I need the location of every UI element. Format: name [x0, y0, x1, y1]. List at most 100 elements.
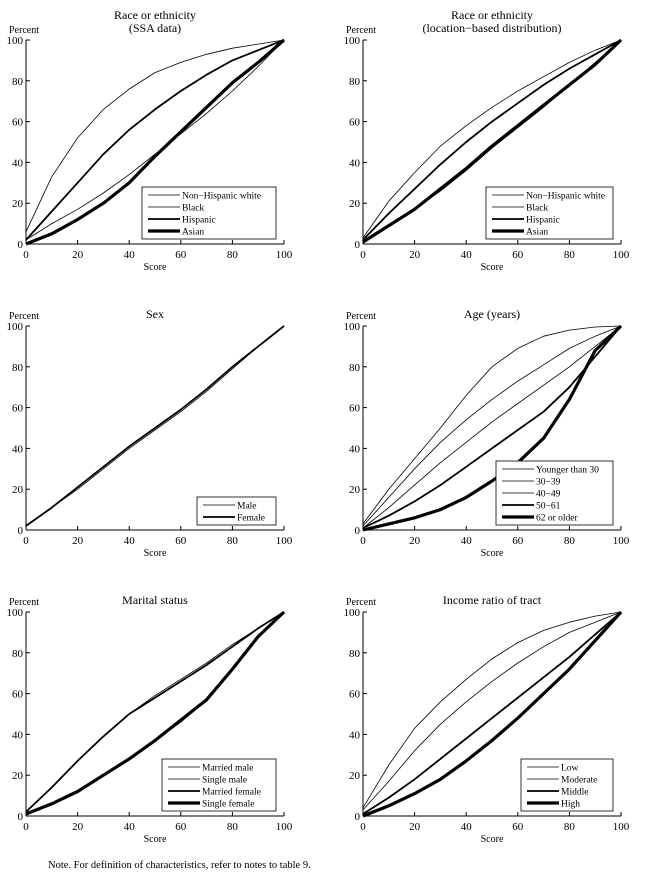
x-tick-label: 20: [409, 249, 421, 261]
figure-note: Note. For definition of characteristics,…: [48, 860, 311, 871]
series-line: [362, 39, 622, 241]
legend-label: Black: [182, 204, 204, 214]
legend: Male Female: [196, 496, 277, 526]
legend-label: Asian: [182, 228, 204, 238]
y-axis-label: Percent: [346, 597, 376, 608]
y-axis-label: Percent: [9, 311, 39, 322]
legend-label: Asian: [526, 228, 548, 238]
x-tick-label: 100: [613, 249, 630, 261]
legend: Non−Hispanic white Black Hispanic Asian: [485, 186, 614, 240]
y-tick-label: 0: [18, 811, 24, 823]
legend-label: 62 or older: [536, 514, 579, 524]
chart-title: Race or ethnicity: [451, 8, 533, 22]
chart-panel: Age (years) Percent 0 20 40 60 80 100 0 20 40 60 80 1…: [344, 307, 630, 559]
x-tick-label: 20: [409, 535, 421, 547]
x-tick-label: 40: [461, 249, 473, 261]
y-axis-label: Percent: [9, 597, 39, 608]
x-tick-label: 80: [227, 249, 239, 261]
chart-panel: Race or ethnicity(SSA data) Percent 0 20 40 6…: [7, 8, 293, 273]
series-line: [362, 39, 622, 239]
y-axis-label: Percent: [9, 25, 39, 36]
chart-title: Race or ethnicity: [114, 8, 196, 22]
x-axis-label: Score: [481, 548, 504, 559]
legend-label: 30−39: [536, 478, 561, 488]
y-tick-label: 100: [344, 607, 361, 619]
legend-label: Married female: [202, 787, 261, 798]
series-line: [362, 325, 622, 529]
legend-label: 50−61: [536, 502, 561, 512]
y-tick-label: 100: [344, 321, 361, 333]
x-tick-label: 40: [124, 535, 136, 547]
y-tick-label: 20: [349, 484, 361, 496]
series-line: [362, 38, 623, 244]
y-tick-label: 0: [355, 239, 361, 251]
x-tick-label: 60: [512, 249, 524, 261]
chart-title: Marital status: [122, 593, 188, 607]
series-line: [25, 38, 286, 246]
legend-label: Married male: [202, 764, 253, 774]
chart-title: Age (years): [464, 307, 520, 321]
y-tick-label: 20: [12, 770, 24, 782]
series-line: [25, 39, 285, 232]
y-tick-label: 20: [12, 484, 24, 496]
legend-label: High: [561, 800, 580, 810]
x-tick-label: 80: [227, 821, 239, 833]
y-axis-label: Percent: [346, 25, 376, 36]
series-line: [25, 325, 285, 527]
x-tick-label: 40: [124, 249, 136, 261]
legend-label: Male: [237, 502, 257, 512]
legend-label: Hispanic: [526, 216, 560, 226]
x-tick-label: 60: [512, 821, 524, 833]
x-tick-label: 60: [175, 821, 187, 833]
x-tick-label: 100: [276, 821, 293, 833]
y-tick-label: 100: [344, 35, 361, 47]
x-tick-label: 0: [360, 249, 366, 261]
y-tick-label: 60: [349, 403, 361, 415]
chart-panel: Income ratio of tract Percent 0 20 40 60 80 100…: [344, 593, 630, 845]
legend: Low Moderate Middle High: [520, 758, 614, 812]
series-line: [362, 611, 622, 811]
series-line: [362, 611, 622, 809]
y-tick-label: 0: [355, 811, 361, 823]
y-tick-label: 40: [349, 443, 361, 455]
x-tick-label: 40: [461, 821, 473, 833]
series-line: [362, 611, 622, 815]
series-line: [25, 611, 285, 813]
y-tick-label: 20: [349, 198, 361, 210]
chart-panel: Race or ethnicity(location−based distrib…: [344, 8, 630, 273]
chart-title: Sex: [146, 307, 164, 321]
x-tick-label: 80: [564, 821, 576, 833]
y-tick-label: 0: [18, 239, 24, 251]
legend-box: [196, 496, 277, 526]
x-tick-label: 20: [72, 821, 84, 833]
y-tick-label: 60: [12, 689, 24, 701]
x-tick-label: 0: [23, 249, 29, 261]
legend: Non−Hispanic white Black Hispanic Asian: [141, 186, 277, 240]
y-tick-label: 60: [12, 403, 24, 415]
y-tick-label: 60: [349, 117, 361, 129]
x-tick-label: 100: [613, 535, 630, 547]
x-axis-label: Score: [481, 834, 504, 845]
y-tick-label: 100: [7, 607, 24, 619]
x-tick-label: 0: [360, 535, 366, 547]
x-axis-label: Score: [144, 262, 167, 273]
y-tick-label: 40: [349, 729, 361, 741]
chart-title: Income ratio of tract: [443, 593, 542, 607]
legend-label: Single male: [202, 776, 247, 786]
x-tick-label: 100: [276, 535, 293, 547]
y-tick-label: 80: [349, 648, 361, 660]
x-tick-label: 80: [564, 249, 576, 261]
series-line: [362, 325, 622, 529]
series-line: [362, 325, 622, 525]
y-tick-label: 60: [12, 117, 24, 129]
x-tick-label: 0: [23, 821, 29, 833]
x-tick-label: 0: [23, 535, 29, 547]
series-line: [25, 39, 285, 241]
legend-label: 40−49: [536, 490, 561, 500]
x-tick-label: 100: [613, 821, 630, 833]
series-line: [362, 325, 622, 527]
x-tick-label: 40: [124, 821, 136, 833]
x-tick-label: 100: [276, 249, 293, 261]
x-tick-label: 20: [72, 535, 84, 547]
